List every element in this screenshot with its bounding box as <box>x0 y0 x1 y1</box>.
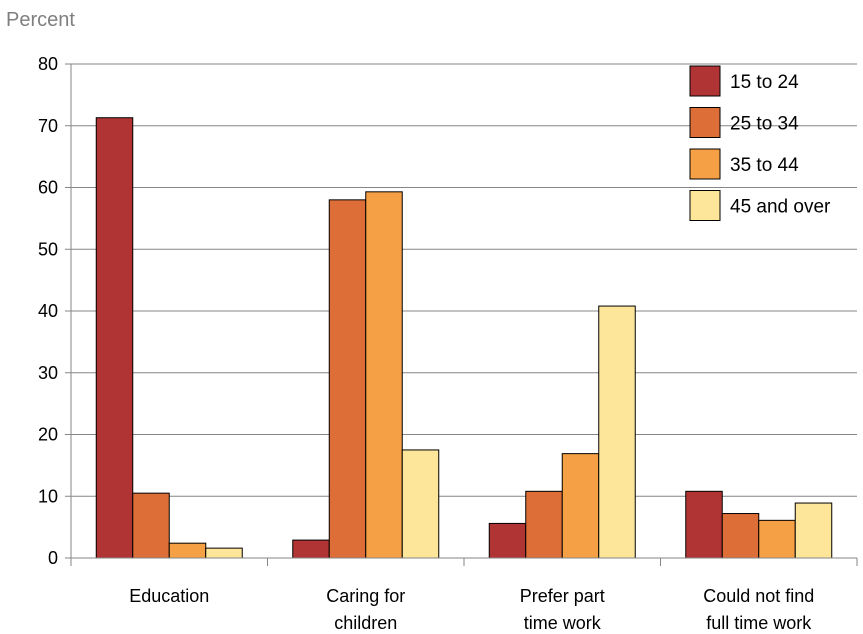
bar-45-and-over-1 <box>401 449 440 559</box>
bar-35-to-44-3 <box>758 519 796 559</box>
y-tick-label: 30 <box>38 363 58 383</box>
legend-label: 25 to 34 <box>730 114 799 135</box>
x-category-label-line: time work <box>524 613 602 633</box>
y-tick-label: 20 <box>38 425 58 445</box>
bar-35-to-44-0 <box>168 542 207 559</box>
x-category-label-line: full time work <box>706 613 812 633</box>
x-axis: Education Caring for children Prefer part ti… <box>70 557 858 633</box>
bar-15-to-24-3 <box>685 490 723 559</box>
legend-swatch <box>689 190 721 221</box>
bar-15-to-24-0 <box>95 117 134 559</box>
legend-label: 45 and over <box>730 197 831 218</box>
x-category-label-line: Education <box>129 586 209 606</box>
x-category-label: Caring for children <box>326 586 405 633</box>
bar-25-to-34-3 <box>721 513 760 559</box>
bar-35-to-44-1 <box>365 191 403 559</box>
bar-25-to-34-0 <box>132 492 170 559</box>
x-category-label: Could not find full time work <box>703 586 814 633</box>
bar-25-to-34-2 <box>525 490 563 559</box>
legend-swatch <box>689 65 721 97</box>
bar-35-to-44-2 <box>561 453 600 559</box>
legend-label: 15 to 24 <box>730 72 799 93</box>
gridlines <box>71 63 857 497</box>
legend-swatch <box>689 107 721 138</box>
y-tick-label: 60 <box>38 178 58 198</box>
legend-label: 35 to 44 <box>730 155 799 176</box>
x-category-label-line: Could not find <box>703 586 814 606</box>
x-category-label: Prefer part time work <box>520 586 605 633</box>
y-tick-label: 70 <box>38 116 58 136</box>
bar-45-and-over-2 <box>598 305 636 559</box>
legend: 15 to 24 25 to 34 35 to 44 45 and over <box>689 65 831 221</box>
y-tick-label: 10 <box>38 486 58 506</box>
y-tick-label: 80 <box>38 54 58 74</box>
x-category-label-line: Prefer part <box>520 586 605 606</box>
bar-45-and-over-0 <box>205 547 243 559</box>
bars <box>95 117 833 559</box>
x-category-label-line: Caring for <box>326 586 405 606</box>
y-tick-label: 50 <box>38 239 58 259</box>
legend-swatch <box>689 148 721 180</box>
bar-45-and-over-3 <box>794 502 833 559</box>
bar-15-to-24-1 <box>292 539 330 559</box>
x-category-label: Education <box>129 586 209 606</box>
bar-15-to-24-2 <box>488 522 527 559</box>
y-axis-ticks: 0 10 20 30 40 50 60 70 80 <box>38 54 72 568</box>
y-tick-label: 40 <box>38 301 58 321</box>
y-axis-label: Percent <box>6 9 75 31</box>
y-tick-label: 0 <box>48 548 58 568</box>
x-category-label-line: children <box>334 613 397 633</box>
bar-25-to-34-1 <box>328 199 367 559</box>
